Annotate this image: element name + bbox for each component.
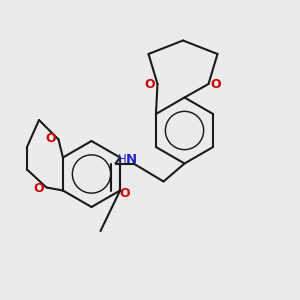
Text: O: O xyxy=(34,182,44,196)
Text: O: O xyxy=(46,131,56,145)
Text: O: O xyxy=(145,77,155,91)
Text: O: O xyxy=(119,187,130,200)
Text: N: N xyxy=(125,153,137,167)
Text: O: O xyxy=(211,77,221,91)
Text: H: H xyxy=(118,153,127,167)
